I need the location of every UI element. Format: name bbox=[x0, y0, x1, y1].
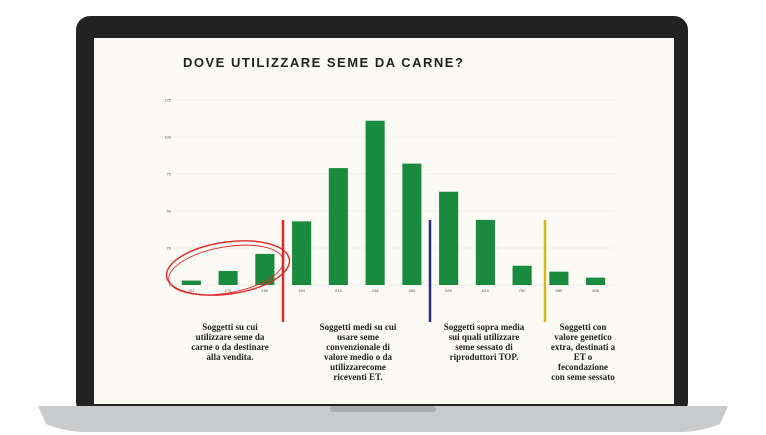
y-tick-label: 25 bbox=[167, 246, 172, 251]
x-tick-label: 214 bbox=[335, 288, 342, 293]
bar bbox=[586, 277, 606, 285]
x-tick-label: 269 bbox=[409, 288, 416, 293]
chart-title: DOVE UTILIZZARE SEME DA CARNE? bbox=[183, 55, 464, 70]
bar bbox=[328, 168, 348, 285]
annotation-line: riceventi ET. bbox=[333, 372, 382, 382]
x-tick-label: 520 bbox=[445, 288, 452, 293]
x-tick-label: 238 bbox=[372, 288, 379, 293]
x-tick-label: 194 bbox=[298, 288, 305, 293]
annotation-line: Soggetti medi su cui bbox=[320, 322, 397, 332]
y-tick-label: 100 bbox=[164, 135, 171, 140]
annotation-line: utilizzare seme da bbox=[196, 332, 265, 342]
x-tick-label: 151 bbox=[188, 288, 195, 293]
annotation-line: seme sessato di bbox=[455, 342, 513, 352]
bar bbox=[292, 221, 312, 285]
x-tick-label: 614 bbox=[482, 288, 489, 293]
bar bbox=[255, 253, 275, 285]
annotation-line: usare seme bbox=[337, 332, 379, 342]
annotation-line: con seme sessato bbox=[551, 372, 615, 382]
annotation-line: valore medio o da bbox=[324, 352, 393, 362]
bar bbox=[402, 163, 422, 285]
bar bbox=[475, 219, 495, 285]
y-tick-label: 0 bbox=[169, 283, 172, 288]
annotation-line: Soggetti sopra media bbox=[444, 322, 525, 332]
annotation-line: valore genetico bbox=[554, 332, 612, 342]
bar bbox=[365, 120, 385, 285]
bar bbox=[181, 280, 201, 285]
annotation-line: convenzionale di bbox=[326, 342, 390, 352]
annotation-line: carne o da destinare bbox=[191, 342, 269, 352]
y-tick-label: 125 bbox=[164, 98, 171, 103]
bar bbox=[218, 270, 238, 285]
bar bbox=[512, 265, 532, 285]
annotation-line: sui quali utilizzare bbox=[449, 332, 520, 342]
annotation-line: fecondazione bbox=[558, 362, 608, 372]
x-tick-label: 170 bbox=[225, 288, 232, 293]
x-tick-label: 585 bbox=[556, 288, 563, 293]
y-tick-label: 50 bbox=[167, 209, 172, 214]
annotation-line: extra, destinati a bbox=[551, 342, 616, 352]
x-tick-label: 750 bbox=[519, 288, 526, 293]
bar bbox=[439, 191, 459, 285]
laptop-notch bbox=[330, 406, 436, 412]
annotation-line: utilizzarecome bbox=[330, 362, 386, 372]
annotation-line: Soggetti con bbox=[560, 322, 607, 332]
annotation-line: Soggetti su cui bbox=[202, 322, 258, 332]
annotation-line: riproduttori TOP. bbox=[450, 352, 519, 362]
highlight-circle bbox=[165, 240, 291, 296]
y-tick-label: 75 bbox=[167, 172, 172, 177]
annotation-line: ET o bbox=[574, 352, 593, 362]
laptop-base bbox=[38, 406, 728, 432]
x-tick-label: 180 bbox=[262, 288, 269, 293]
x-tick-label: 596 bbox=[592, 288, 599, 293]
bar bbox=[549, 271, 569, 285]
annotation-line: alla vendita. bbox=[206, 352, 253, 362]
